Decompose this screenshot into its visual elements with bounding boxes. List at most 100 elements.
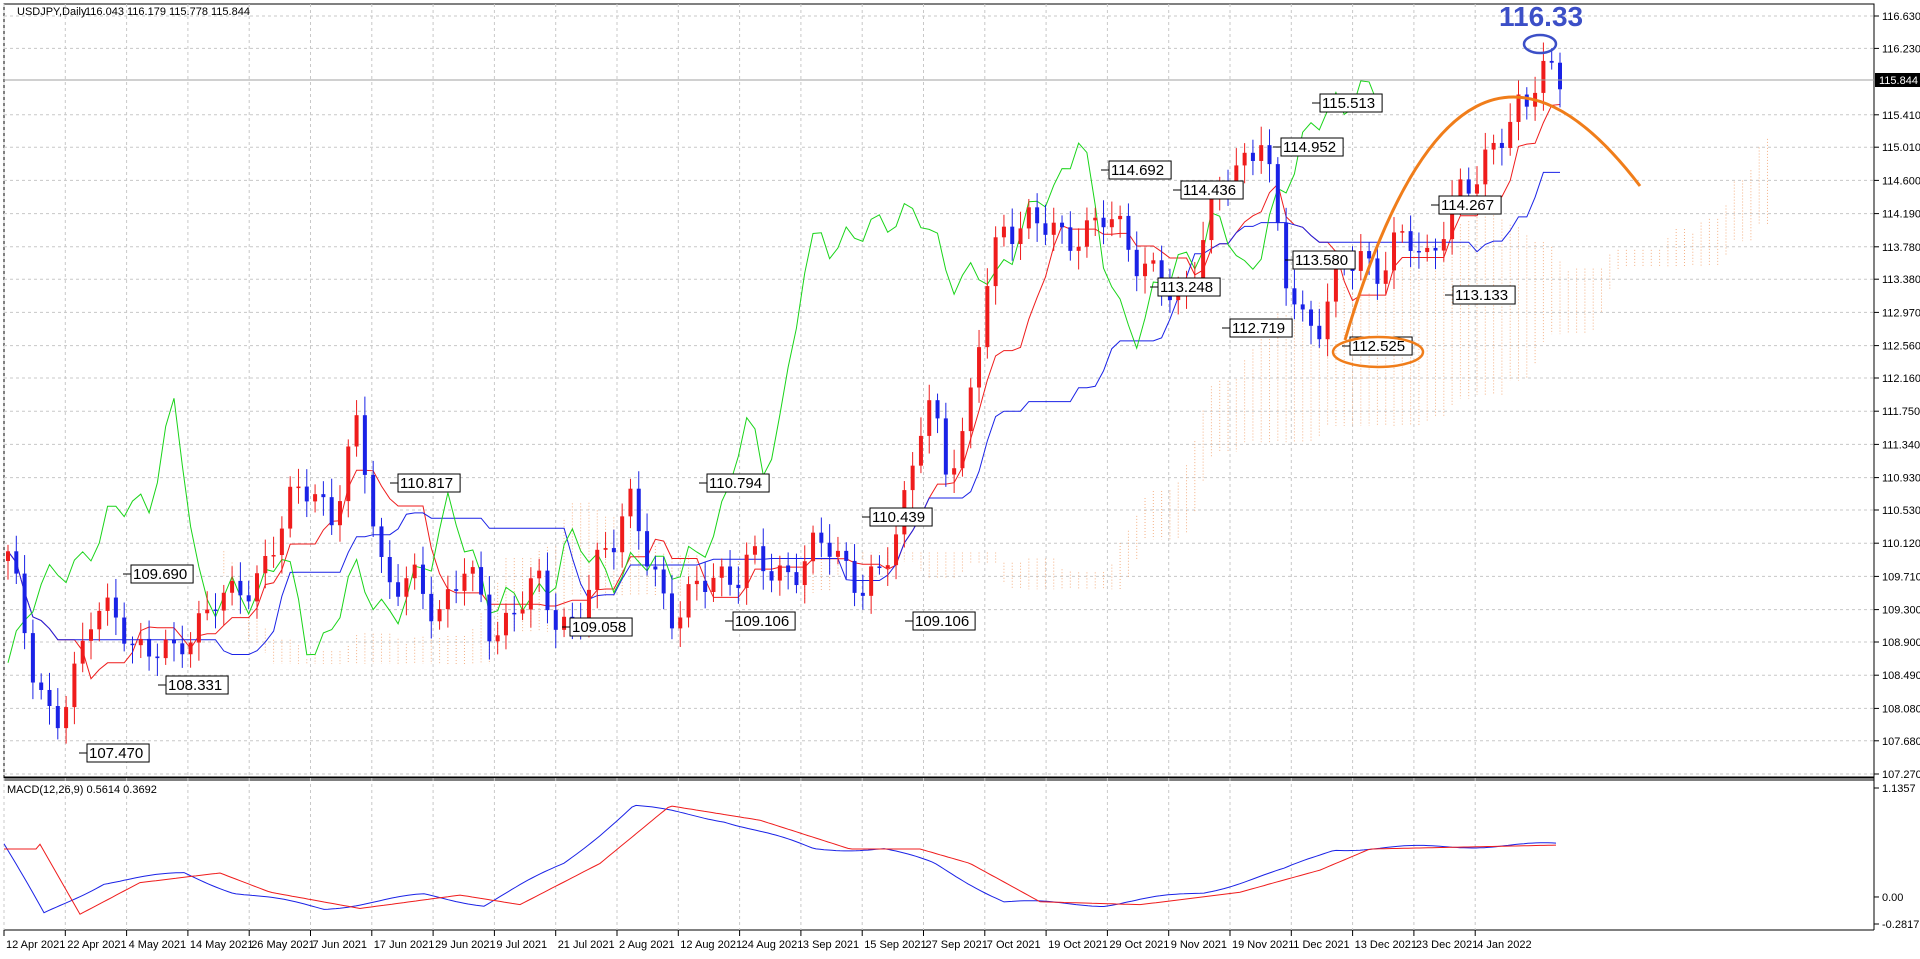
time-tick-label: 12 Apr 2021 <box>6 939 65 951</box>
candle-body <box>337 501 342 526</box>
candle-body <box>122 617 127 644</box>
candle-body <box>1333 261 1338 302</box>
annotation-label: 112.525 <box>1352 338 1405 355</box>
candle-body <box>802 561 807 586</box>
candle-body <box>1259 145 1264 161</box>
time-tick-label: 14 May 2021 <box>190 939 254 951</box>
candle-body <box>586 589 591 625</box>
candle-body <box>1201 240 1206 279</box>
candle-body <box>1159 260 1164 288</box>
candle-body <box>1433 247 1438 251</box>
current-price-badge <box>1875 73 1920 87</box>
candle-body <box>744 554 749 588</box>
annotation-label: 108.331 <box>168 677 222 694</box>
candle-body <box>562 616 567 630</box>
candle-body <box>1392 232 1397 271</box>
candle-body <box>1491 142 1496 150</box>
candle-body <box>1035 207 1040 224</box>
candle-body <box>611 548 616 553</box>
candle-body <box>155 656 160 659</box>
time-tick-label: 2 Aug 2021 <box>619 939 675 951</box>
candle-body <box>296 486 301 489</box>
time-tick-label: 26 May 2021 <box>251 939 315 951</box>
candle-body <box>1284 223 1289 289</box>
candle-body <box>263 556 268 574</box>
candle-body <box>545 570 550 611</box>
annotation-label: 107.470 <box>89 745 143 762</box>
annotation-label: 109.690 <box>133 566 187 583</box>
candle-body <box>445 589 450 610</box>
candle-body <box>1317 325 1322 340</box>
candle-body <box>761 546 766 572</box>
time-tick-label: 15 Sep 2021 <box>864 939 926 951</box>
candle-body <box>736 584 741 588</box>
candle-body <box>14 551 19 574</box>
candle-body <box>271 555 276 557</box>
candle-body <box>113 597 118 618</box>
time-tick-label: 21 Jul 2021 <box>558 939 615 951</box>
candle-body <box>72 663 77 708</box>
macd-signal-line <box>4 805 1557 915</box>
candle-body <box>346 446 351 502</box>
candle-body <box>1275 164 1280 224</box>
candle-body <box>1242 152 1247 166</box>
candle-body <box>1026 207 1031 229</box>
candle-body <box>487 594 492 642</box>
candle-body <box>180 643 185 655</box>
candle-body <box>943 418 948 475</box>
price-tick-label: 109.710 <box>1882 571 1920 583</box>
candle-body <box>827 542 832 557</box>
annotation-label: 110.817 <box>400 475 453 492</box>
candle-body <box>1018 228 1023 245</box>
candle-body <box>1408 231 1413 251</box>
annotation-label: 112.719 <box>1232 320 1285 337</box>
time-tick-label: 4 May 2021 <box>129 939 186 951</box>
candlesticks <box>6 42 1562 744</box>
candle-body <box>387 556 392 583</box>
candle-body <box>396 582 401 597</box>
candle-body <box>97 610 102 630</box>
price-tick-label: 113.380 <box>1882 274 1920 286</box>
arc-projection <box>1343 95 1642 341</box>
candle-body <box>147 638 152 657</box>
candle-body <box>752 546 757 555</box>
price-tick-label: 111.750 <box>1882 406 1920 418</box>
candle-body <box>1234 165 1239 188</box>
price-tick-label: 110.530 <box>1882 505 1920 517</box>
candle-body <box>1109 219 1114 228</box>
candle-body <box>321 494 326 498</box>
candle-body <box>503 612 508 636</box>
candle-body <box>728 566 733 585</box>
price-tick-label: 112.160 <box>1882 373 1920 385</box>
candle-body <box>1541 60 1546 93</box>
candle-body <box>1558 62 1562 90</box>
candle-body <box>1101 217 1106 228</box>
price-tick-label: 112.560 <box>1882 341 1920 353</box>
candle-body <box>288 486 293 529</box>
candle-body <box>844 550 849 561</box>
candle-body <box>1458 179 1463 199</box>
candle-body <box>379 526 384 557</box>
time-tick-label: 3 Sep 2021 <box>803 939 859 951</box>
candle-body <box>1068 227 1073 251</box>
macd-tick-label: 0.00 <box>1882 892 1903 904</box>
time-tick-label: 17 Jun 2021 <box>374 939 435 951</box>
candle-body <box>39 682 44 690</box>
annotation-label: 113.248 <box>1160 279 1213 296</box>
candle-body <box>603 548 608 550</box>
candle-body <box>196 613 201 643</box>
candle-body <box>1375 258 1380 284</box>
candle-body <box>960 431 965 469</box>
price-tick-label: 108.900 <box>1882 637 1920 649</box>
candle-body <box>30 633 35 683</box>
candle-body <box>47 689 52 707</box>
candle-body <box>64 707 69 729</box>
time-tick-label: 22 Apr 2021 <box>67 939 126 951</box>
candle-body <box>993 237 998 287</box>
annotation-label: 109.058 <box>572 619 626 636</box>
candle-body <box>595 549 600 590</box>
candle-body <box>462 573 467 591</box>
candle-body <box>885 565 890 569</box>
